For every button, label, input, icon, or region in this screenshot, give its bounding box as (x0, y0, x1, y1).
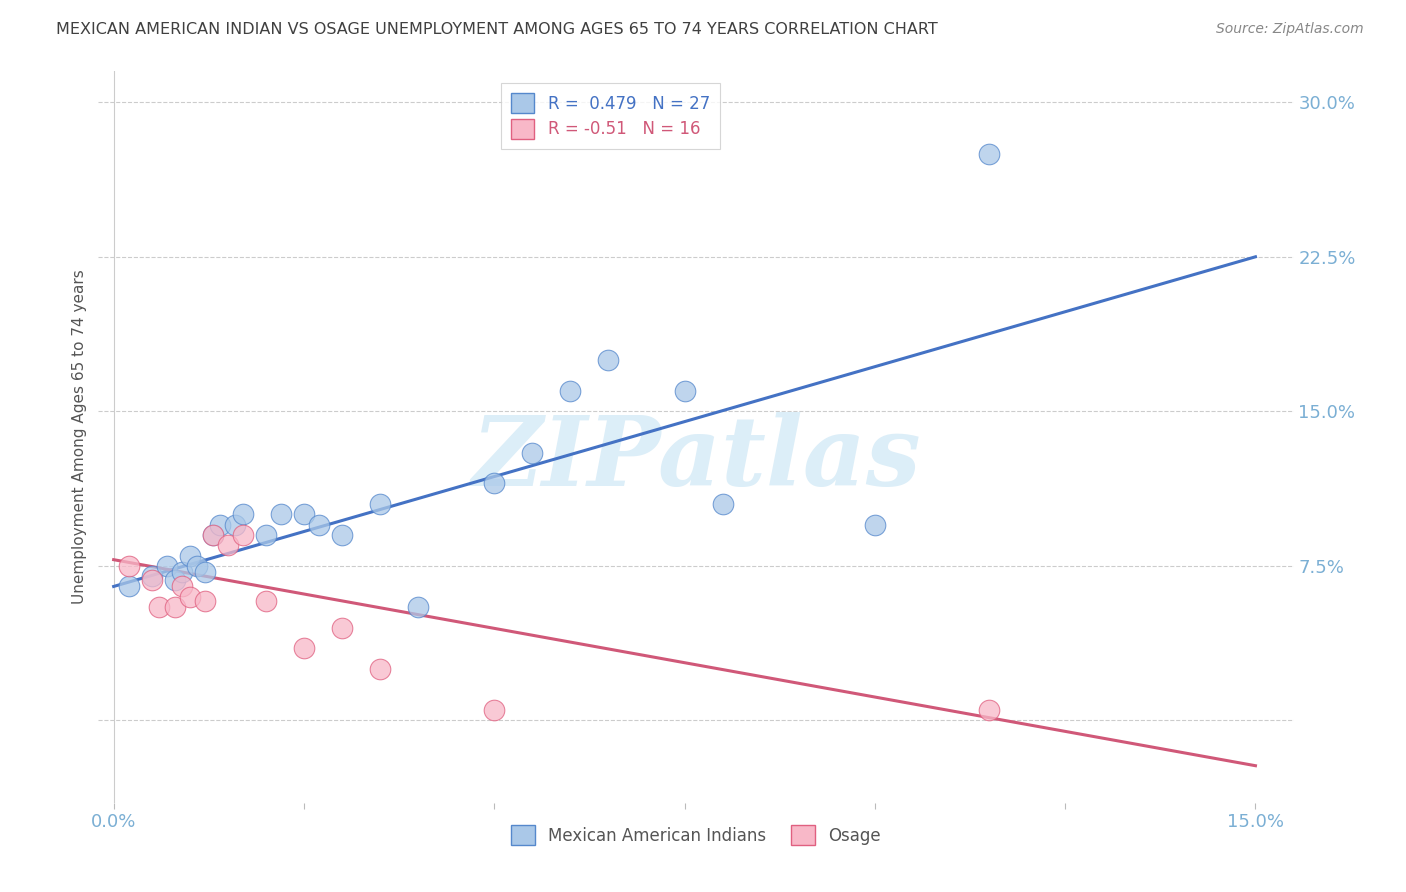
Point (232, 508, 254, 522)
Point (254, 528, 277, 542)
Point (201, 528, 224, 542)
Point (156, 558, 179, 573)
Point (484, 703, 506, 717)
Text: Source: ZipAtlas.com: Source: ZipAtlas.com (1216, 22, 1364, 37)
Point (560, 384, 582, 398)
Point (179, 590, 201, 604)
Point (863, 517, 886, 532)
Point (406, 600, 429, 615)
Point (217, 538, 239, 552)
Point (270, 508, 292, 522)
Point (330, 528, 353, 542)
Point (172, 565, 194, 579)
Point (522, 445, 544, 459)
Point (148, 600, 170, 615)
Text: MEXICAN AMERICAN INDIAN VS OSAGE UNEMPLOYMENT AMONG AGES 65 TO 74 YEARS CORRELAT: MEXICAN AMERICAN INDIAN VS OSAGE UNEMPLO… (56, 22, 938, 37)
Point (368, 662, 391, 676)
Legend: Mexican American Indians, Osage: Mexican American Indians, Osage (503, 817, 889, 853)
Point (141, 569, 163, 583)
Point (673, 384, 696, 398)
Point (484, 476, 506, 491)
Point (308, 517, 330, 532)
Point (163, 574, 186, 588)
Point (194, 594, 217, 608)
Point (179, 549, 201, 563)
Point (224, 517, 246, 532)
Point (330, 621, 353, 635)
Point (118, 579, 141, 593)
Point (977, 146, 1000, 161)
Point (254, 594, 277, 608)
Point (194, 565, 217, 579)
Point (711, 497, 734, 511)
Point (163, 600, 186, 615)
Point (292, 508, 315, 522)
Point (201, 528, 224, 542)
Point (186, 558, 208, 573)
Point (598, 352, 620, 367)
Point (977, 703, 1000, 717)
Point (209, 517, 232, 532)
Point (141, 574, 163, 588)
Point (292, 641, 315, 656)
Y-axis label: Unemployment Among Ages 65 to 74 years: Unemployment Among Ages 65 to 74 years (72, 269, 87, 605)
Point (172, 579, 194, 593)
Text: ZIPatlas: ZIPatlas (471, 412, 921, 506)
Point (368, 497, 391, 511)
Point (118, 558, 141, 573)
Point (232, 528, 254, 542)
